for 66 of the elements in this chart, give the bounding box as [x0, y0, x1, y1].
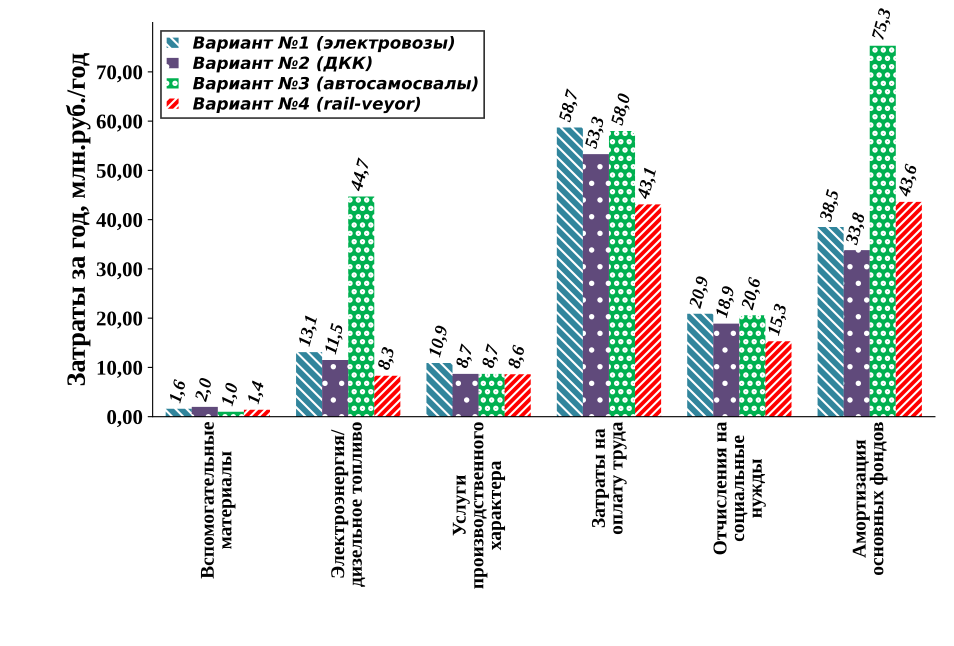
data-label: 58,7 — [558, 88, 581, 124]
bar — [374, 376, 400, 417]
y-axis-title: Затраты за год, млн.руб./год — [66, 53, 90, 386]
bar — [478, 374, 505, 417]
x-tick-label: Затраты на оплату труда — [592, 422, 627, 534]
data-label: 8,3 — [377, 346, 398, 372]
data-label: 1,0 — [220, 382, 241, 408]
bar — [504, 374, 531, 417]
bar — [687, 314, 714, 417]
data-label: 20,6 — [740, 276, 764, 312]
data-label: 11,5 — [324, 322, 346, 356]
bar — [608, 130, 636, 417]
data-label: 1,6 — [168, 378, 189, 404]
data-label: 75,3 — [872, 8, 894, 41]
bar — [166, 408, 192, 417]
bar — [348, 196, 374, 417]
data-label: 8,7 — [455, 343, 476, 370]
y-tick-label: 30,00 — [96, 262, 142, 280]
bar — [192, 406, 218, 417]
data-label: 53,3 — [584, 116, 607, 150]
y-tick-label: 10,00 — [98, 360, 142, 378]
bar — [713, 324, 740, 417]
bar — [844, 250, 870, 417]
bar — [896, 202, 922, 417]
bar — [426, 362, 453, 417]
data-label: 15,3 — [767, 303, 790, 337]
x-tick-label: Амортизация основных фондов — [852, 422, 888, 576]
data-label: 20,9 — [688, 275, 712, 310]
y-tick-label: 20,00 — [96, 312, 142, 329]
y-tick-label: 70,00 — [97, 65, 142, 82]
data-label: 10,9 — [428, 324, 450, 358]
data-label: 58,0 — [610, 92, 633, 127]
bar — [452, 374, 479, 417]
y-tick-label: 50,00 — [96, 164, 142, 181]
data-label: 8,7 — [481, 343, 502, 370]
bar — [322, 360, 348, 417]
bar — [818, 227, 844, 417]
bar — [582, 154, 609, 417]
data-label: 33,8 — [845, 212, 868, 246]
legend-label: Вариант №3 (автосамосвалы) — [192, 76, 478, 93]
bar — [870, 46, 896, 417]
bar — [765, 341, 792, 417]
legend-label: Вариант №4 (rail-veyor) — [192, 96, 420, 114]
bar — [296, 352, 322, 417]
data-label: 1,4 — [246, 380, 267, 406]
y-tick-label: 0,00 — [107, 410, 142, 428]
bar — [218, 412, 244, 417]
data-label: 38,5 — [819, 188, 842, 223]
data-label: 43,1 — [636, 168, 659, 200]
bar — [556, 128, 583, 417]
x-tick-label: Электроэнергия/ дизельное топливо — [331, 422, 366, 587]
data-label: 13,1 — [298, 315, 320, 348]
x-tick-label: Услуги производственного характера — [452, 422, 506, 589]
data-label: 8,6 — [507, 344, 528, 370]
y-tick-label: 40,00 — [96, 213, 142, 230]
x-tick-label: Вспомогательные материалы — [200, 422, 236, 579]
bar — [739, 315, 766, 417]
data-label: 2,0 — [194, 377, 215, 403]
data-label: 44,7 — [350, 157, 372, 193]
y-tick-label: 60,00 — [96, 114, 142, 132]
bar — [635, 204, 662, 417]
legend-label: Вариант №2 (ДКК) — [192, 56, 372, 72]
data-label: 18,9 — [714, 285, 738, 319]
data-label: 43,6 — [897, 163, 920, 198]
legend-label: Вариант №1 (электровозы) — [192, 36, 454, 52]
x-tick-label: Отчисления на социальные нужды — [713, 422, 766, 554]
